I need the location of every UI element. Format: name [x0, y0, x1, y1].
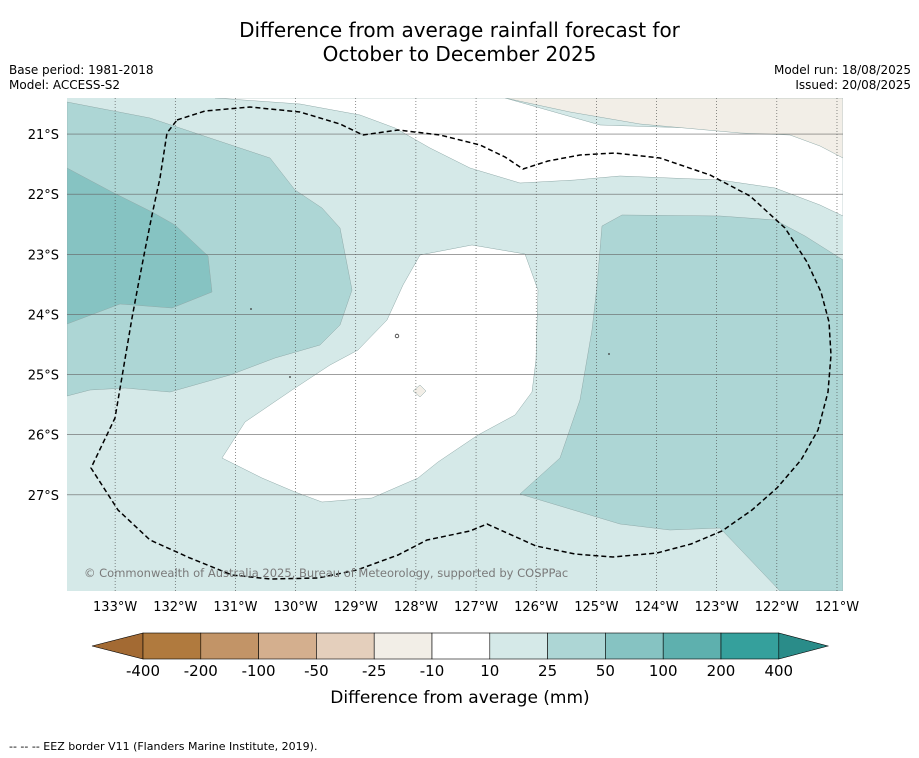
colorbar-swatch	[431, 632, 491, 660]
colorbar-tick-label: -10	[420, 662, 445, 680]
latitude-tick-label: 26°S	[28, 429, 59, 444]
latitude-tick-label: 23°S	[28, 248, 59, 263]
colorbar-tick-label: -400	[126, 662, 160, 680]
longitude-tick-label: 122°W	[755, 600, 799, 615]
colorbar-swatch	[605, 632, 664, 660]
longitude-tick-label: 133°W	[93, 600, 137, 615]
latitude-labels: 21°S 22°S 23°S 24°S 25°S 26°S 27°S	[28, 128, 59, 504]
longitude-tick-label: 130°W	[274, 600, 318, 615]
model-run-date: Model run: 18/08/2025	[773, 63, 911, 77]
longitude-tick-label: 131°W	[213, 600, 257, 615]
latitude-tick-label: 24°S	[28, 308, 59, 323]
region-50-100-west	[67, 167, 213, 325]
issued-date: Issued: 20/08/2025	[795, 78, 911, 92]
model-name: Model: ACCESS-S2	[9, 78, 121, 92]
colorbar-swatch	[142, 632, 202, 660]
colorbar-tick-label: -200	[184, 662, 218, 680]
longitude-tick-label: 129°W	[334, 600, 378, 615]
colorbar-swatch	[720, 632, 780, 660]
region-near-average-central	[221, 244, 539, 503]
colorbar-tick-label: 400	[764, 662, 793, 680]
base-period: Base period: 1981-2018	[9, 63, 154, 77]
colorbar-swatch	[489, 632, 548, 660]
title-line-2: October to December 2025	[322, 42, 597, 66]
colorbar-swatch	[547, 632, 606, 660]
speck-dot-1	[250, 308, 252, 310]
latitude-tick-label: 27°S	[28, 489, 59, 504]
colorbar-tick-label: 10	[480, 662, 499, 680]
copyright-notice: © Commonwealth of Australia 2025, Bureau…	[84, 566, 568, 580]
latitude-tick-label: 21°S	[28, 128, 59, 143]
speck-near-average	[412, 384, 427, 398]
speck-dot-4	[394, 333, 400, 339]
longitude-tick-label: 127°W	[454, 600, 498, 615]
colorbar-tick-label: -50	[304, 662, 329, 680]
colorbar-tick-label: 25	[538, 662, 557, 680]
graticule	[67, 98, 843, 591]
speck-dot-2	[289, 376, 291, 378]
colorbar-tick-label: 50	[596, 662, 615, 680]
colorbar-tick-label: 100	[649, 662, 678, 680]
latitude-tick-label: 22°S	[28, 188, 59, 203]
region-25-50-east	[519, 214, 843, 591]
colorbar-swatch	[316, 632, 375, 660]
longitude-tick-label: 126°W	[514, 600, 558, 615]
colorbar-label: Difference from average (mm)	[330, 688, 589, 708]
map-panel: © Commonwealth of Australia 2025, Bureau…	[67, 98, 843, 591]
title-line-1: Difference from average rainfall forecas…	[239, 18, 680, 42]
longitude-tick-label: 123°W	[695, 600, 739, 615]
longitude-tick-label: 124°W	[634, 600, 678, 615]
longitude-tick-label: 128°W	[394, 600, 438, 615]
longitude-tick-label: 125°W	[574, 600, 618, 615]
colorbar: -400 -200 -100 -50 -25 -10 10 25 50 100 200 400 Dif…	[91, 632, 830, 708]
colorbar-swatch	[258, 632, 317, 660]
colorbar-tick-label: -25	[362, 662, 387, 680]
latitude-tick-label: 25°S	[28, 369, 59, 384]
colorbar-swatch	[662, 632, 722, 660]
colorbar-tick-label: -100	[242, 662, 276, 680]
colorbar-tick-label: 200	[707, 662, 736, 680]
speck-dot-3	[608, 353, 610, 355]
eez-footnote: -- -- -- EEZ border V11 (Flanders Marine…	[9, 740, 318, 753]
longitude-tick-label: 132°W	[153, 600, 197, 615]
longitude-labels: 133°W 132°W 131°W 130°W 129°W 128°W 127°W 126°W…	[93, 600, 859, 615]
colorbar-over-arrow	[778, 632, 830, 660]
colorbar-swatch	[200, 632, 259, 660]
run-info-right: Model run: 18/08/2025 Issued: 20/08/2025	[774, 63, 911, 93]
run-info-left: Base period: 1981-2018 Model: ACCESS-S2	[9, 63, 154, 93]
longitude-tick-label: 121°W	[815, 600, 859, 615]
region-drier-northeast	[504, 98, 843, 159]
map-title: Difference from average rainfall forecas…	[0, 18, 919, 66]
colorbar-swatch	[373, 632, 433, 660]
region-25-50-west	[67, 101, 353, 397]
colorbar-under-arrow	[91, 632, 144, 660]
